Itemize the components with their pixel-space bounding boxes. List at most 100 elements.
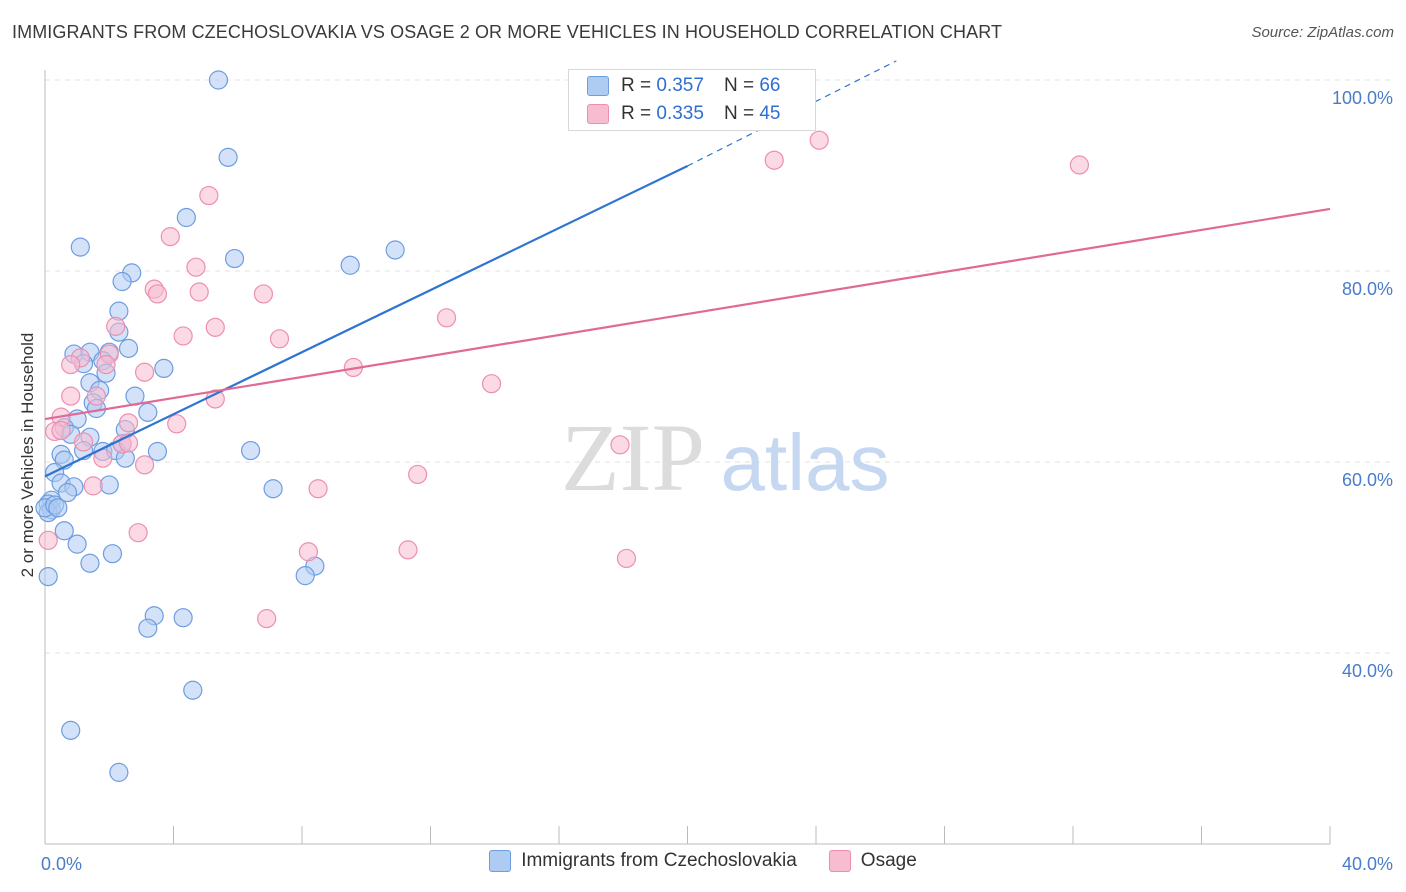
data-point	[128, 523, 148, 543]
series-legend: Immigrants from Czechoslovakia Osage	[0, 850, 1406, 872]
legend-item-osage: Osage	[828, 850, 917, 872]
data-point	[809, 130, 829, 150]
data-point	[610, 435, 630, 455]
data-point	[257, 609, 277, 629]
y-axis-label: 2 or more Vehicles in Household	[18, 333, 37, 578]
data-point	[70, 237, 90, 257]
data-point	[385, 240, 405, 260]
legend-r-value: 0.357	[656, 75, 704, 96]
data-point	[398, 540, 418, 560]
data-point	[224, 248, 245, 269]
data-point	[295, 566, 315, 586]
data-point	[269, 329, 290, 349]
stats-legend: R = 0.357 N = 66 R = 0.335 N = 45	[568, 69, 816, 131]
source-label: Source: ZipAtlas.com	[1251, 24, 1394, 41]
data-point	[298, 542, 319, 562]
legend-swatch-blue	[587, 76, 609, 96]
data-point	[96, 354, 116, 375]
legend-n-value: 66	[759, 75, 781, 96]
data-point	[38, 530, 58, 550]
trend-lines	[44, 60, 1331, 478]
data-point	[186, 257, 206, 277]
data-point	[173, 326, 193, 346]
data-point	[118, 338, 139, 358]
watermark-atlas: atlas	[721, 418, 890, 507]
trend-line-czechoslovakia	[44, 164, 688, 478]
x-tick-label: 40.0%	[1342, 854, 1393, 874]
data-point	[109, 762, 129, 782]
legend-swatch-pink	[587, 104, 609, 124]
data-point	[183, 680, 203, 700]
data-point	[340, 255, 360, 275]
data-point	[205, 317, 225, 337]
data-point	[57, 482, 78, 503]
legend-n-label: N =	[723, 75, 755, 96]
data-point	[147, 441, 168, 462]
data-point	[189, 282, 209, 302]
data-point	[61, 720, 81, 740]
axes	[44, 70, 1331, 845]
trend-line-osage	[44, 207, 1331, 421]
data-point	[61, 354, 81, 375]
data-point	[67, 534, 87, 554]
data-point	[73, 432, 94, 452]
y-tick-label: 60.0%	[1342, 470, 1393, 490]
data-point	[1069, 155, 1090, 175]
data-point	[54, 521, 74, 541]
tick-labels: 40.0% 60.0% 80.0% 100.0% 0.0% 40.0%	[41, 88, 1393, 874]
data-point	[176, 207, 196, 228]
data-point	[173, 608, 193, 628]
data-point	[118, 413, 139, 433]
data-point	[86, 386, 107, 406]
legend-label: Osage	[860, 850, 917, 871]
data-point	[199, 185, 219, 206]
data-point	[241, 440, 261, 461]
legend-n-value: 45	[759, 103, 781, 124]
data-point	[134, 362, 155, 382]
data-point	[154, 358, 174, 379]
data-point	[134, 455, 155, 475]
series-osage	[38, 130, 1090, 629]
data-point	[38, 566, 58, 587]
legend-label: Immigrants from Czechoslovakia	[521, 850, 797, 871]
y-tick-label: 80.0%	[1342, 279, 1393, 299]
data-point	[48, 498, 68, 518]
data-point	[208, 70, 229, 90]
legend-r-label: R =	[621, 103, 652, 124]
legend-n-label: N =	[723, 103, 755, 124]
data-point	[106, 316, 126, 336]
x-tick-label: 0.0%	[41, 854, 82, 874]
y-tick-label: 100.0%	[1332, 88, 1393, 108]
watermark-zip: ZIP	[561, 404, 705, 511]
data-point	[99, 475, 119, 495]
data-point	[253, 284, 274, 304]
data-point	[51, 420, 71, 441]
data-point	[436, 308, 457, 328]
data-point	[138, 618, 158, 638]
data-point	[263, 479, 283, 499]
data-point	[160, 227, 180, 247]
data-point	[218, 147, 238, 167]
legend-item-czechoslovakia: Immigrants from Czechoslovakia	[489, 850, 797, 872]
legend-r-label: R =	[621, 75, 652, 96]
data-point	[112, 271, 132, 292]
data-point	[61, 386, 81, 406]
watermark: ZIP atlas	[561, 404, 889, 511]
data-point	[408, 464, 428, 485]
legend-row-osage: R = 0.335 N = 45	[587, 101, 780, 127]
legend-swatch-pink	[828, 850, 851, 872]
y-tick-label: 40.0%	[1342, 661, 1393, 681]
data-point	[764, 150, 784, 170]
data-point	[102, 544, 123, 564]
data-point	[138, 402, 158, 422]
legend-row-czechoslovakia: R = 0.357 N = 66	[587, 73, 780, 99]
chart-title: IMMIGRANTS FROM CZECHOSLOVAKIA VS OSAGE …	[12, 22, 1003, 42]
data-point	[308, 479, 328, 499]
legend-r-value: 0.335	[656, 103, 704, 124]
data-point	[167, 414, 187, 434]
data-point	[147, 284, 168, 304]
trend-line-czechoslovakia-extension	[687, 60, 897, 167]
data-point	[80, 553, 100, 573]
grid-lines	[45, 79, 1393, 654]
